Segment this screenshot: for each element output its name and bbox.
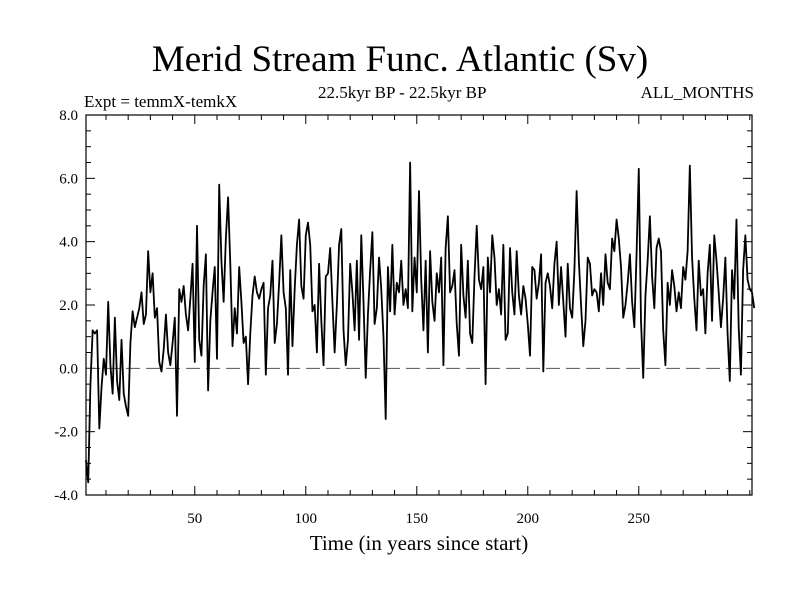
- x-tick-label: 200: [517, 511, 540, 527]
- axis-tick-labels: 50 100 150 200 250 -4.0 -2.0 0.0 2.0 4.0 6.0 8.0: [54, 108, 650, 527]
- series-line-atlantic-msf: [85, 161, 756, 484]
- months-label: ALL_MONTHS: [640, 83, 754, 102]
- y-tick-label: 6.0: [59, 171, 78, 187]
- x-tick-label: 50: [187, 511, 202, 527]
- y-tick-label: 2.0: [59, 298, 78, 314]
- y-tick-label: 0.0: [59, 361, 78, 377]
- x-tick-label: 250: [628, 511, 651, 527]
- experiment-label: Expt = temmX-temkX: [84, 92, 238, 111]
- y-tick-label: -2.0: [54, 425, 78, 441]
- y-tick-label: -4.0: [54, 488, 78, 504]
- x-axis-label: Time (in years since start): [310, 531, 529, 555]
- y-tick-label: 4.0: [59, 235, 78, 251]
- plot-frame: [85, 114, 753, 496]
- x-tick-label: 100: [295, 511, 318, 527]
- chart-title: Merid Stream Func. Atlantic (Sv): [151, 39, 649, 80]
- y-tick-label: 8.0: [59, 108, 78, 124]
- period-label: 22.5kyr BP - 22.5kyr BP: [318, 83, 487, 102]
- x-tick-label: 150: [406, 511, 429, 527]
